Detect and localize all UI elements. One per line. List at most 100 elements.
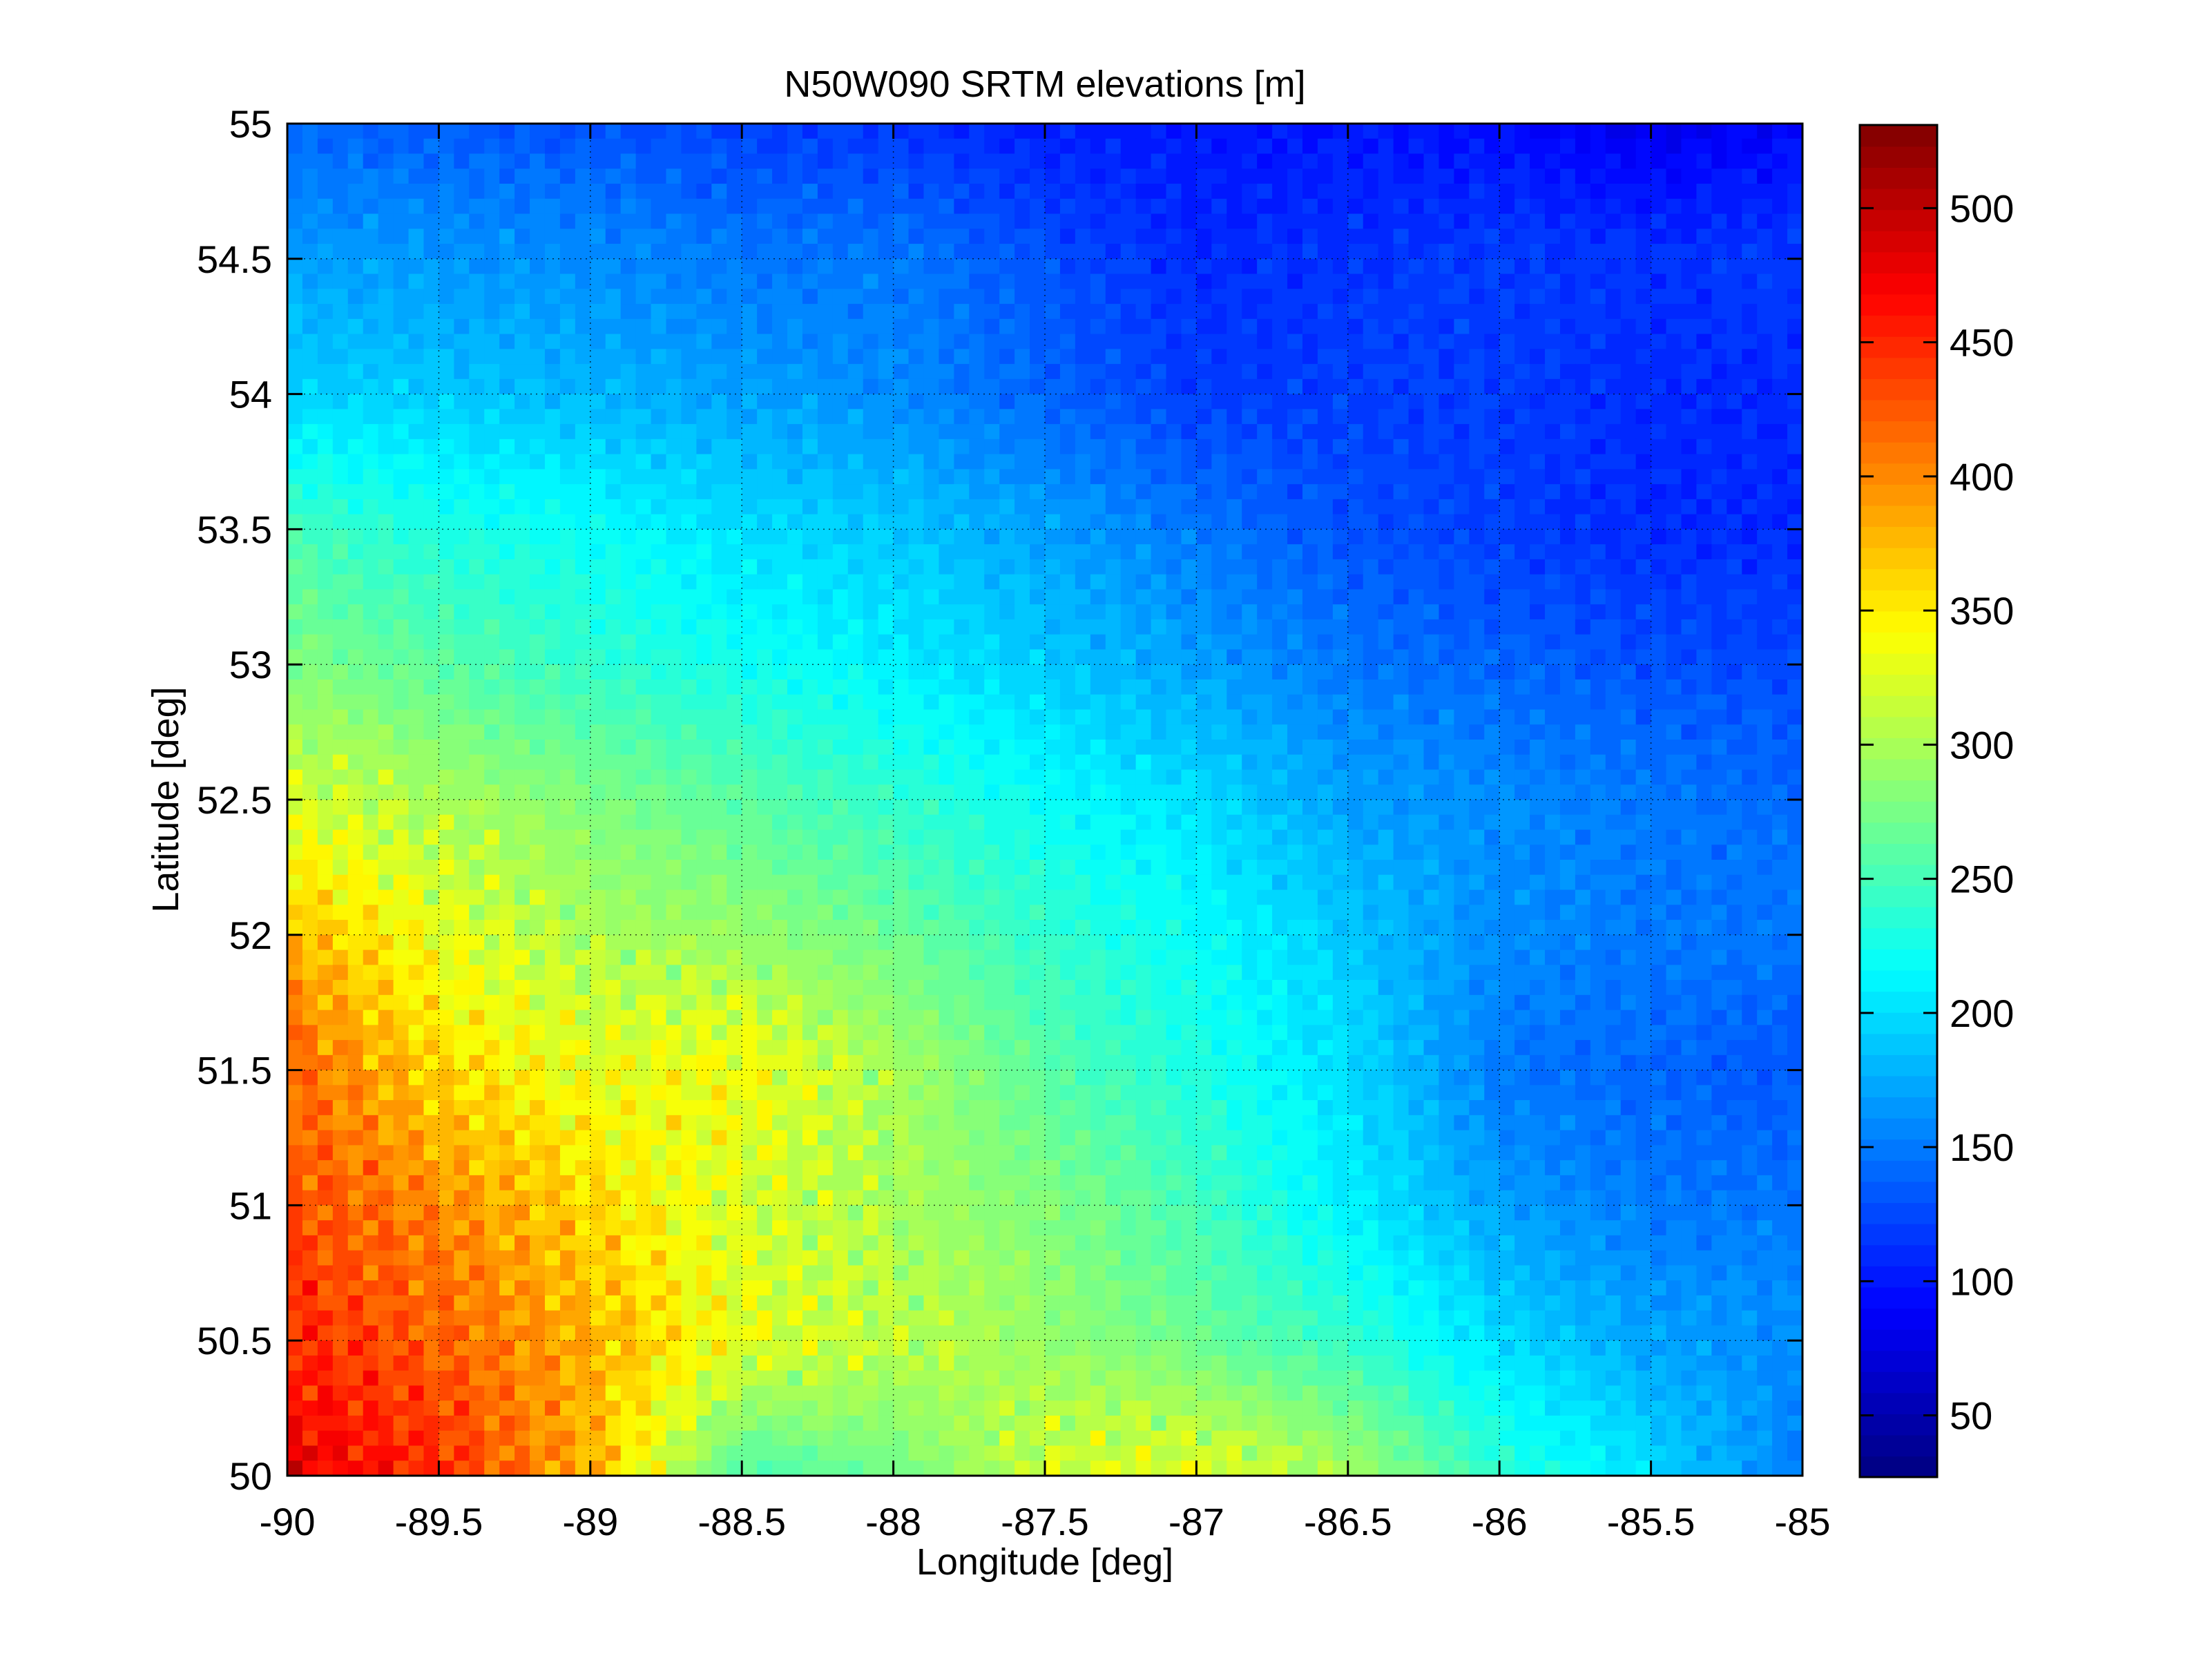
heatmap-cell: [742, 559, 758, 575]
heatmap-cell: [1514, 860, 1530, 876]
heatmap-cell: [620, 769, 637, 786]
heatmap-cell: [1620, 694, 1637, 711]
heatmap-cell: [332, 289, 349, 305]
heatmap-cell: [317, 184, 334, 200]
heatmap-cell: [514, 634, 530, 650]
heatmap-cell: [1166, 829, 1182, 846]
heatmap-cell: [1590, 438, 1606, 455]
heatmap-cell: [1439, 529, 1455, 545]
heatmap-cell: [1211, 469, 1228, 485]
heatmap-cell: [514, 845, 530, 860]
heatmap-cell: [605, 574, 622, 590]
heatmap-cell: [923, 289, 940, 305]
heatmap-cell: [1120, 514, 1137, 530]
heatmap-cell: [1545, 559, 1561, 575]
heatmap-cell: [1227, 784, 1243, 800]
heatmap-cell: [590, 709, 606, 726]
heatmap-cell: [499, 800, 515, 816]
heatmap-cell: [893, 198, 910, 215]
heatmap-cell: [1620, 378, 1637, 395]
heatmap-cell: [1408, 258, 1425, 275]
heatmap-cell: [1408, 784, 1425, 800]
heatmap-cell: [332, 829, 349, 846]
heatmap-cell: [1635, 334, 1652, 350]
heatmap-cell: [635, 739, 652, 755]
heatmap-cell: [1332, 378, 1349, 395]
heatmap-cell: [1727, 664, 1743, 680]
heatmap-cell: [439, 318, 455, 335]
heatmap-cell: [1302, 273, 1318, 290]
heatmap-cell: [893, 318, 910, 335]
heatmap-cell: [1196, 694, 1213, 711]
heatmap-cell: [1166, 860, 1182, 876]
heatmap-cell: [1393, 544, 1410, 560]
heatmap-cell: [454, 273, 470, 290]
heatmap-cell: [347, 364, 364, 380]
heatmap-cell: [1059, 409, 1076, 425]
heatmap-cell: [711, 559, 728, 575]
heatmap-cell: [1620, 679, 1637, 695]
heatmap-cell: [923, 800, 940, 816]
heatmap-cell: [363, 304, 379, 320]
heatmap-cell: [1059, 394, 1076, 410]
heatmap-cell: [302, 724, 318, 740]
heatmap-cell: [696, 484, 713, 500]
heatmap-cell: [347, 634, 364, 650]
heatmap-cell: [1635, 364, 1652, 380]
heatmap-cell: [590, 213, 606, 230]
heatmap-cell: [1135, 694, 1152, 711]
heatmap-cell: [408, 289, 425, 305]
heatmap-cell: [802, 499, 818, 515]
heatmap-cell: [1772, 784, 1788, 800]
heatmap-cell: [1772, 184, 1788, 200]
heatmap-cell: [1605, 334, 1622, 350]
heatmap-cell: [832, 769, 849, 786]
heatmap-cell: [484, 438, 500, 455]
heatmap-cell: [1378, 184, 1394, 200]
heatmap-cell: [742, 845, 758, 860]
heatmap-cell: [1287, 589, 1303, 605]
heatmap-cell: [1317, 124, 1334, 139]
heatmap-cell: [1575, 559, 1591, 575]
heatmap-cell: [423, 124, 440, 139]
heatmap-cell: [893, 739, 910, 755]
heatmap-cell: [1151, 784, 1167, 800]
heatmap-cell: [711, 198, 728, 215]
heatmap-cell: [1590, 378, 1606, 395]
heatmap-cell: [666, 438, 682, 455]
heatmap-cell: [1408, 153, 1425, 170]
heatmap-cell: [514, 318, 530, 335]
heatmap-cell: [1545, 438, 1561, 455]
heatmap-cell: [544, 304, 561, 320]
heatmap-cell: [287, 124, 303, 139]
heatmap-cell: [1499, 619, 1515, 635]
heatmap-cell: [1378, 229, 1394, 244]
heatmap-cell: [1681, 454, 1698, 470]
heatmap-cell: [1711, 649, 1728, 665]
heatmap-cell: [1439, 168, 1455, 184]
heatmap-cell: [681, 589, 698, 605]
heatmap-cell: [1090, 499, 1106, 515]
heatmap-cell: [847, 258, 864, 275]
heatmap-cell: [530, 213, 546, 230]
heatmap-cell: [1787, 438, 1803, 455]
heatmap-cell: [1666, 814, 1682, 831]
heatmap-cell: [772, 860, 788, 876]
heatmap-cell: [696, 304, 713, 320]
heatmap-cell: [1696, 619, 1713, 635]
heatmap-cell: [439, 649, 455, 665]
heatmap-cell: [893, 334, 910, 350]
heatmap-cell: [635, 514, 652, 530]
heatmap-cell: [1363, 364, 1379, 380]
heatmap-cell: [1757, 589, 1773, 605]
heatmap-cell: [984, 424, 1000, 440]
heatmap-cell: [287, 784, 303, 800]
heatmap-cell: [1332, 544, 1349, 560]
heatmap-cell: [423, 784, 440, 800]
heatmap-cell: [408, 739, 425, 755]
heatmap-cell: [1484, 394, 1500, 410]
heatmap-cell: [1317, 845, 1334, 860]
heatmap-cell: [1575, 544, 1591, 560]
heatmap-cell: [317, 484, 334, 500]
heatmap-cell: [954, 784, 970, 800]
